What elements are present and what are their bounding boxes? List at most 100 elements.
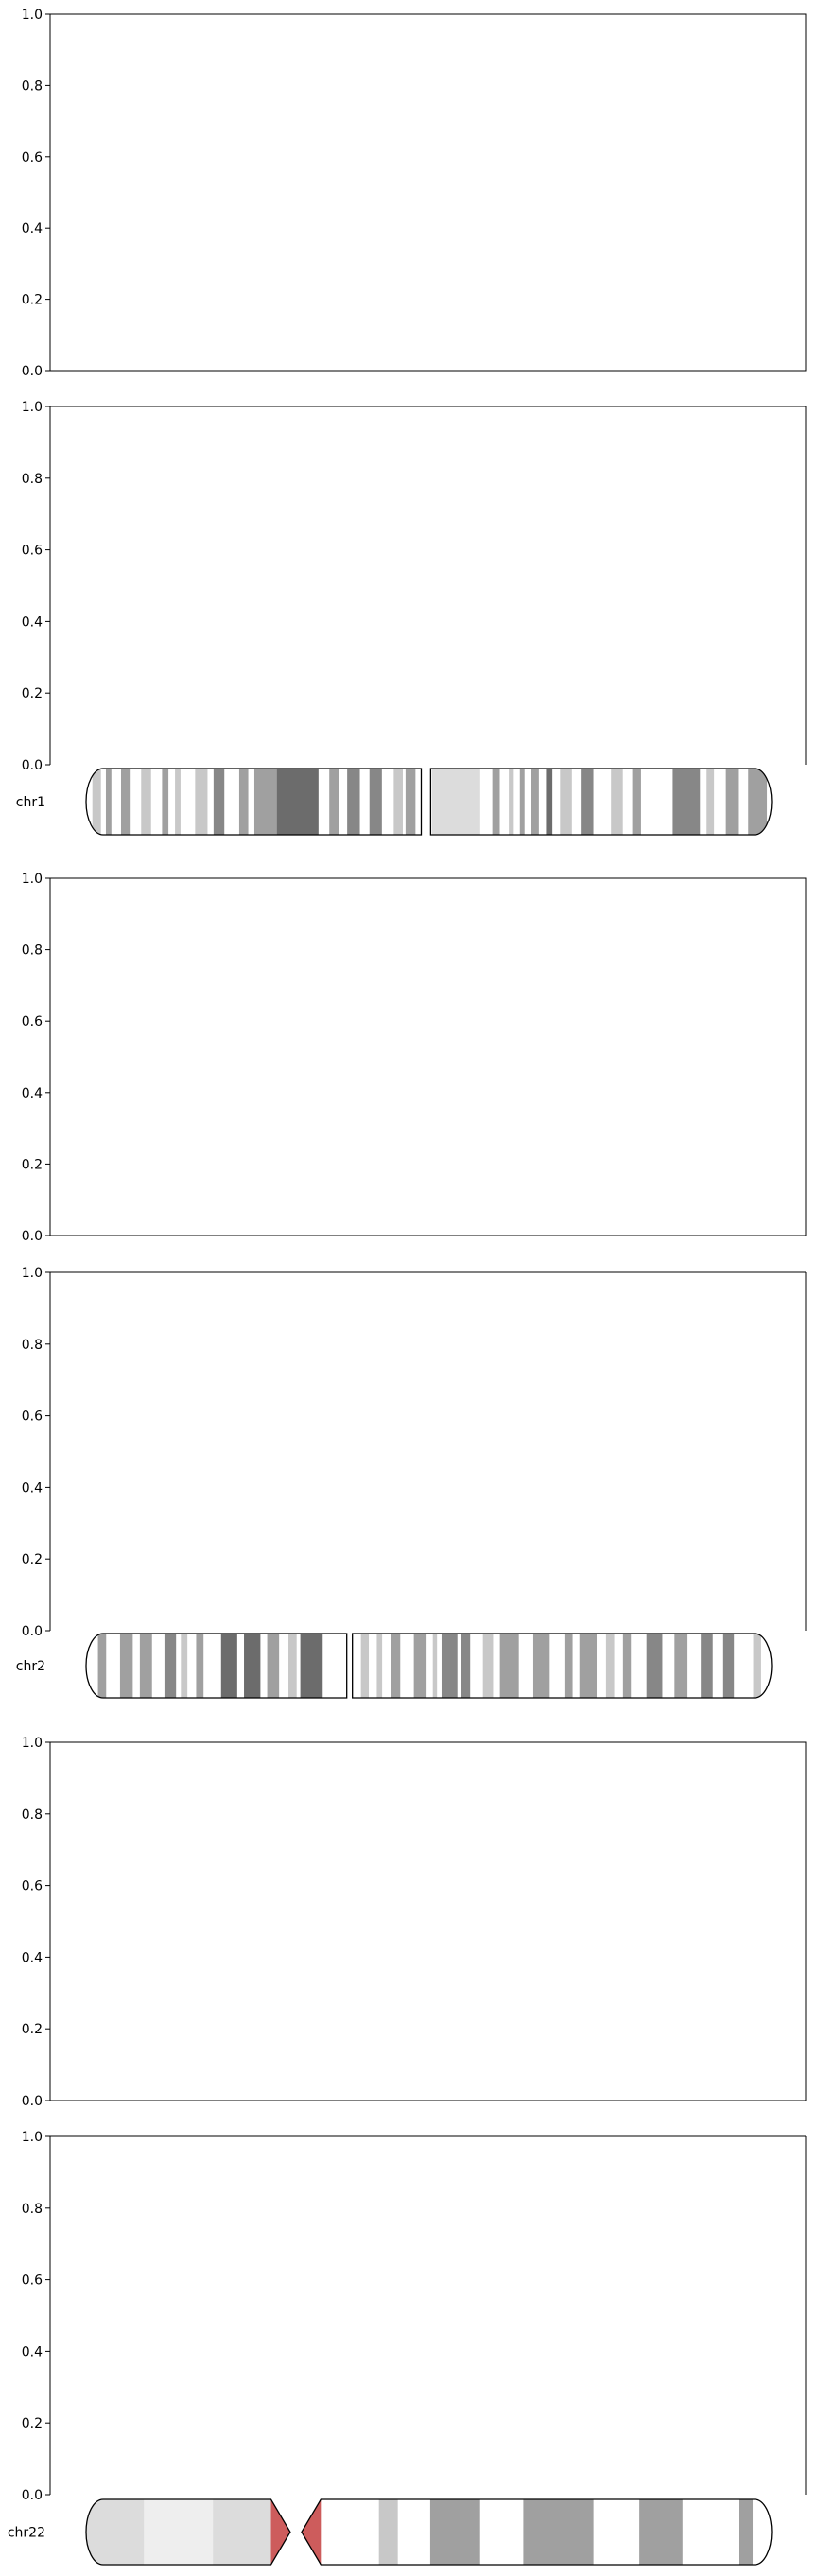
cytoband-gpos50: [564, 1634, 573, 1698]
cytoband-gpos25: [611, 769, 623, 835]
cytoband-gpos25: [753, 1634, 761, 1698]
y-tick-label: 0.6: [22, 544, 43, 559]
cytoband-gpos25: [560, 769, 572, 835]
panel-chr2-lower: 0.0 0.2 0.4 0.6 0.8 1.0 chr2: [16, 1266, 807, 1699]
chromosome-label: chr1: [16, 795, 45, 810]
y-tick-label: 1.0: [22, 8, 43, 23]
cytoband-gpos25: [605, 1634, 615, 1698]
centromere-p: [421, 769, 426, 835]
panel-chr22-lower: 0.0 0.2 0.4 0.6 0.8 1.0 chr22: [8, 2130, 807, 2566]
panels-layer: 0.0 0.2 0.4 0.6 0.8 1.0 0.0 0.2 0.4 0.6 0.8 1.0 chr1…: [8, 8, 807, 2566]
cytoband-gpos75: [646, 1634, 663, 1698]
chromosome-label: chr2: [16, 1659, 45, 1674]
y-tick-label: 1.0: [22, 1736, 43, 1751]
y-tick-label: 0.4: [22, 1086, 43, 1101]
cytoband-gpos50: [405, 769, 416, 835]
y-tick-label: 0.0: [22, 1624, 43, 1639]
y-tick-label: 0.6: [22, 1409, 43, 1425]
y-tick-label: 0.2: [22, 2416, 43, 2431]
cytoband-gvar: [213, 2499, 271, 2565]
axes-frame: [49, 13, 807, 372]
cytoband-gpos50: [105, 769, 112, 835]
cytoband-gpos50: [329, 769, 339, 835]
y-tick-label: 0.4: [22, 614, 43, 630]
ideogram-outline: [85, 1633, 773, 1699]
cytoband-gpos50: [579, 1634, 598, 1698]
y-tick-label: 0.8: [22, 1338, 43, 1353]
cytoband-gpos100: [300, 1634, 323, 1698]
cytoband-gpos25: [432, 1634, 438, 1698]
y-tick-label: 0.2: [22, 293, 43, 308]
y-tick-label: 0.2: [22, 1157, 43, 1172]
axes-frame: [49, 877, 807, 1236]
centromere-q: [295, 2499, 322, 2565]
cytoband-gpos25: [482, 1634, 494, 1698]
cytoband-gpos75: [581, 769, 594, 835]
panel-chr1-upper: 0.0 0.2 0.4 0.6 0.8 1.0: [22, 8, 807, 379]
cytoband-gpos25: [181, 1634, 188, 1698]
y-tick-label: 1.0: [22, 2130, 43, 2145]
y-tick-label: 0.0: [22, 758, 43, 773]
cytoband-gpos50: [632, 769, 641, 835]
cytoband-gpos100: [546, 769, 553, 835]
cytoband-gvar: [86, 2499, 145, 2565]
cytoband-gpos50: [519, 769, 525, 835]
cytoband-gpos25: [393, 769, 403, 835]
ideogram-chr1: [85, 768, 773, 836]
cytoband-gpos75: [701, 1634, 713, 1698]
y-tick-label: 0.4: [22, 1950, 43, 1965]
cytoband-gpos75: [441, 1634, 458, 1698]
cytoband-gpos50: [139, 1634, 152, 1698]
cytoband-gpos25: [360, 1634, 370, 1698]
cytoband-gpos25: [141, 769, 151, 835]
y-tick-label: 0.0: [22, 2488, 43, 2503]
y-tick-label: 0.2: [22, 1552, 43, 1567]
cytoband-gpos100: [220, 1634, 237, 1698]
cytoband-gpos25: [92, 769, 101, 835]
cytoband-gpos50: [622, 1634, 632, 1698]
cytoband-gpos50: [639, 2499, 683, 2565]
y-tick-label: 0.4: [22, 1480, 43, 1495]
cytoband-gpos50: [391, 1634, 401, 1698]
y-tick-label: 0.8: [22, 78, 43, 94]
chromosome-label: chr22: [8, 2526, 45, 2541]
cytoband-gpos50: [674, 1634, 688, 1698]
cytoband-gpos50: [532, 1634, 550, 1698]
y-tick-label: 0.8: [22, 472, 43, 487]
panel-chr22-upper: 0.0 0.2 0.4 0.6 0.8 1.0: [22, 1736, 807, 2109]
cytoband-gpos50: [492, 769, 500, 835]
y-tick-label: 0.4: [22, 221, 43, 236]
cytoband-gpos75: [213, 769, 225, 835]
cytoband-gvar: [431, 769, 480, 835]
y-tick-label: 0.6: [22, 1014, 43, 1029]
cytoband-gpos50: [523, 2499, 594, 2565]
cytoband-gpos50: [97, 1634, 107, 1698]
panel-chr1-lower: 0.0 0.2 0.4 0.6 0.8 1.0 chr1: [16, 400, 807, 836]
cytoband-gpos50: [748, 769, 768, 835]
cytoband-gpos75: [461, 1634, 471, 1698]
y-tick-label: 0.6: [22, 2273, 43, 2289]
ideogram-background: [86, 1634, 772, 1698]
cytoband-gpos75: [672, 769, 701, 835]
y-tick-label: 0.4: [22, 2344, 43, 2360]
panel-chr2-upper: 0.0 0.2 0.4 0.6 0.8 1.0: [22, 872, 807, 1244]
cytoband-gpos75: [369, 769, 382, 835]
cytoband-gpos50: [531, 769, 539, 835]
y-tick-label: 0.0: [22, 364, 43, 379]
cytoband-gpos25: [509, 769, 514, 835]
cytoband-gpos50: [429, 2499, 480, 2565]
y-tick-label: 0.0: [22, 1229, 43, 1244]
ideogram-outline: [85, 768, 773, 836]
cytoband-stalk: [144, 2499, 214, 2565]
cytoband-gpos25: [195, 769, 208, 835]
y-tick-label: 0.8: [22, 2202, 43, 2217]
centromere-p: [270, 2499, 296, 2565]
y-tick-label: 1.0: [22, 400, 43, 415]
cytoband-gpos50: [120, 769, 131, 835]
y-tick-label: 1.0: [22, 872, 43, 887]
cytoband-gpos100: [276, 769, 319, 835]
cytoband-gpos50: [119, 1634, 133, 1698]
cytoband-gpos50: [413, 1634, 427, 1698]
cytoband-gpos25: [175, 769, 181, 835]
